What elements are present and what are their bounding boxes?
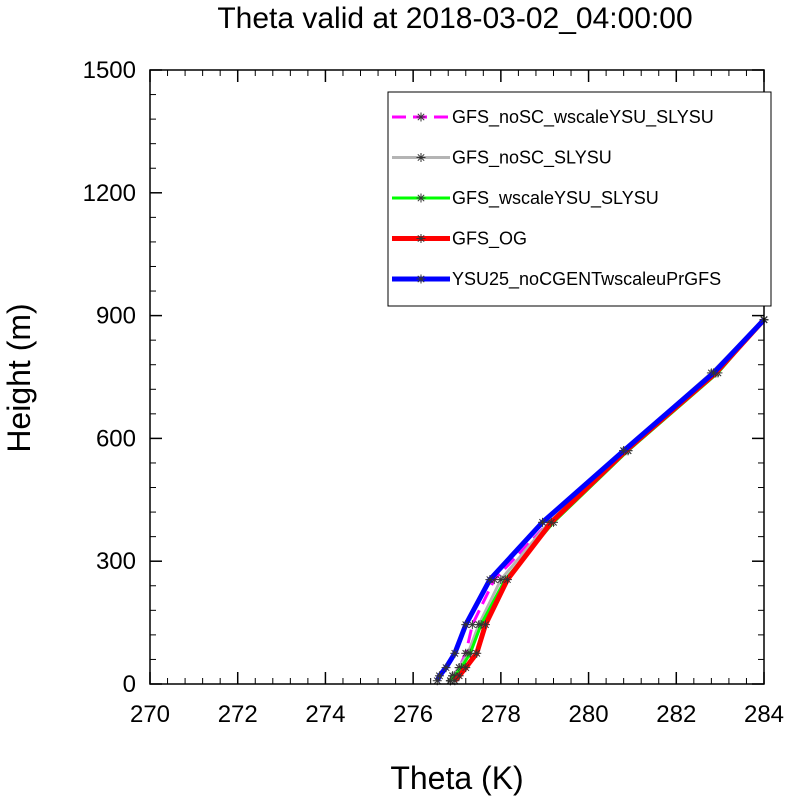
legend-label-2: GFS_noSC_SLYSU [452, 148, 612, 169]
data-point [485, 575, 495, 585]
legend-label-5: YSU25_noCGENTwscaleuPrGFS [452, 269, 721, 290]
legend-marker [416, 274, 426, 284]
x-tick-label: 272 [218, 701, 258, 728]
y-tick-label: 300 [96, 548, 136, 575]
x-tick-label: 274 [305, 701, 345, 728]
data-point [450, 648, 460, 658]
legend-label-4: GFS_OG [452, 229, 527, 250]
legend-marker [416, 234, 426, 243]
y-tick-label: 0 [123, 671, 136, 698]
data-point [481, 620, 491, 630]
y-axis-label: Height (m) [1, 303, 37, 452]
data-point [441, 663, 451, 673]
data-point [546, 517, 556, 527]
series-layer [432, 315, 769, 686]
x-tick-label: 270 [130, 701, 170, 728]
x-tick-label: 280 [569, 701, 609, 728]
data-point [454, 671, 464, 681]
legend-label-1: GFS_noSC_wscaleYSU_SLYSU [452, 107, 714, 128]
legend-marker [416, 112, 426, 122]
data-point [619, 446, 629, 456]
legend-marker [416, 193, 426, 203]
legend-box [387, 91, 772, 307]
legend-marker [416, 153, 426, 162]
y-tick-label: 600 [96, 425, 136, 452]
legend-label-3: GFS_wscaleYSU_SLYSU [452, 188, 659, 209]
x-tick-label: 278 [481, 701, 521, 728]
x-tick-label: 282 [656, 701, 696, 728]
data-point [472, 648, 482, 658]
y-tick-label: 1500 [83, 57, 136, 84]
x-axis-label: Theta (K) [390, 760, 523, 796]
legend: GFS_noSC_wscaleYSU_SLYSU GFS_noSC_SLYSU GF… [387, 91, 772, 307]
x-tick-label: 276 [393, 701, 433, 728]
data-point [709, 368, 719, 378]
chart-title: Theta valid at 2018-03-02_04:00:00 [217, 2, 692, 35]
series-line-5 [435, 317, 766, 682]
series-line-4 [452, 318, 766, 683]
data-point [538, 517, 548, 527]
data-point [461, 620, 471, 630]
data-point [434, 671, 444, 681]
tick-labels: 270 272 274 276 278 280 282 284 0 300 600 900 1200 15… [83, 57, 784, 728]
plot-frame [149, 69, 765, 685]
x-tick-label: 284 [744, 701, 784, 728]
data-point [461, 663, 471, 673]
y-tick-label: 1200 [83, 180, 136, 207]
y-tick-label: 900 [96, 303, 136, 330]
data-point [502, 575, 512, 585]
